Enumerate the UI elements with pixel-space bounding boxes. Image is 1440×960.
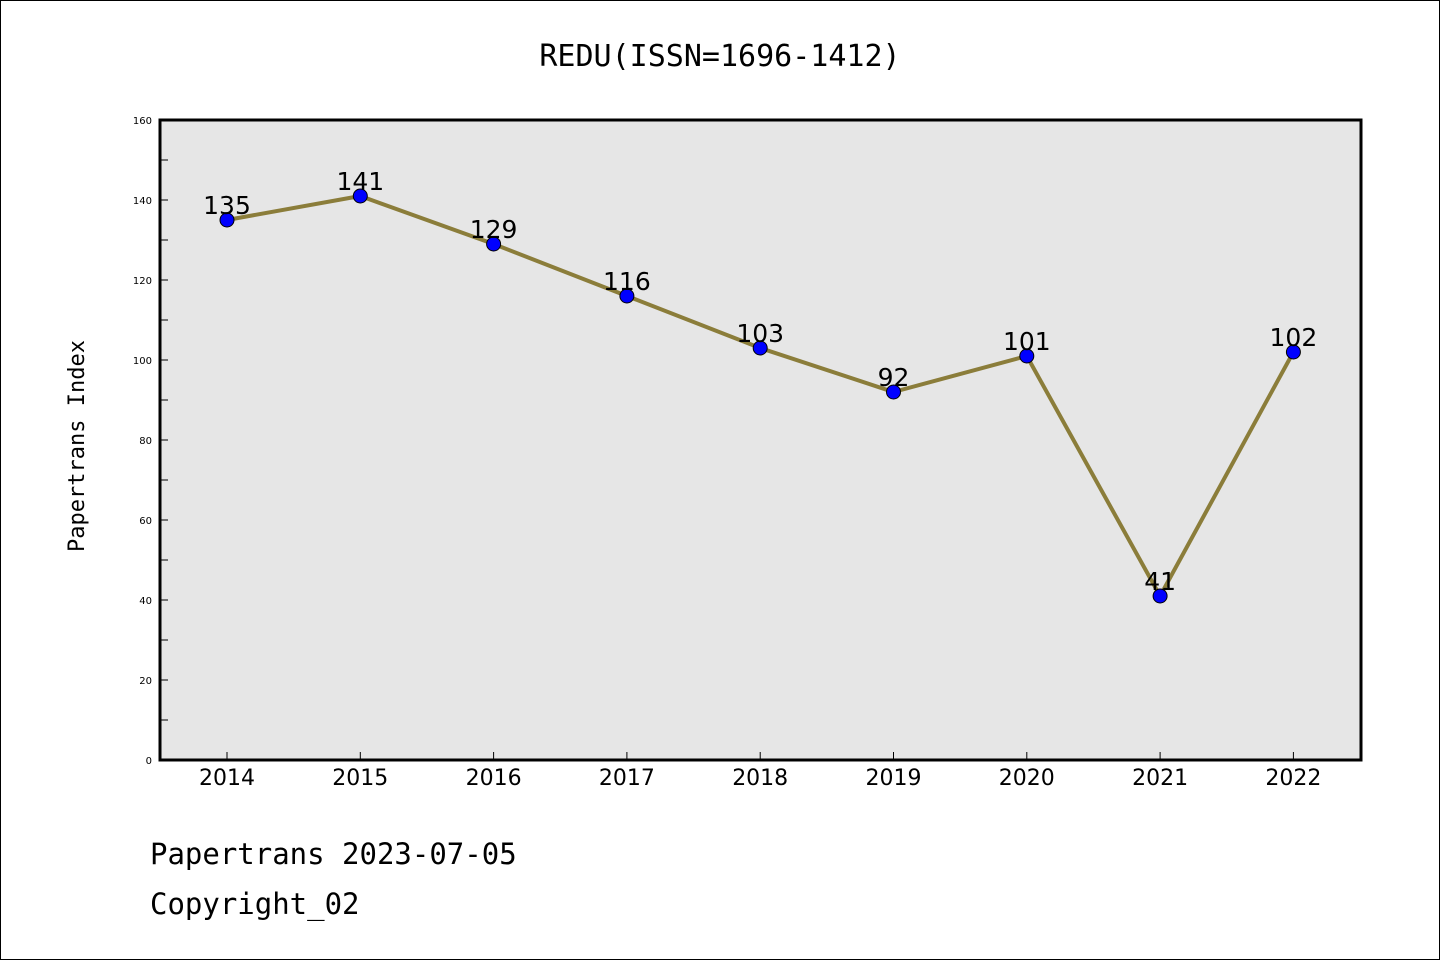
data-label: 141: [336, 167, 384, 196]
x-tick-label: 2014: [199, 766, 255, 791]
y-tick-label: 100: [133, 356, 152, 367]
y-axis-label: Papertrans Index: [65, 340, 90, 552]
footer-copyright: Copyright_02: [150, 887, 360, 922]
data-label-layer: 135 141 129 116 103 92 101 41 102: [203, 167, 1317, 596]
data-point: [1285, 344, 1301, 360]
y-tick-label: 40: [139, 596, 152, 607]
y-tick-label: 140: [133, 196, 152, 207]
y-tick-label: 20: [139, 676, 152, 687]
x-tick-label: 2019: [866, 766, 922, 791]
data-point: [352, 188, 368, 204]
x-tick-label: 2018: [732, 766, 788, 791]
data-point: [752, 340, 768, 356]
data-point: [619, 288, 635, 304]
data-point: [1152, 588, 1168, 604]
data-label: 116: [603, 267, 651, 296]
data-label: 129: [470, 215, 518, 244]
data-label: 102: [1270, 323, 1318, 352]
series-layer: [219, 188, 1301, 604]
x-tick-label: 2020: [999, 766, 1055, 791]
x-tick-label: 2017: [599, 766, 655, 791]
x-axis: 2014 2015 2016 2017 2018 2019 2020 2021 2022: [199, 752, 1321, 791]
plot-area: [160, 120, 1361, 760]
footer-date: Papertrans 2023-07-05: [150, 837, 517, 871]
data-point: [486, 236, 502, 252]
data-label: 103: [736, 319, 784, 348]
y-tick-label: 0: [146, 756, 152, 767]
y-tick-label: 60: [139, 516, 152, 527]
data-label: 101: [1003, 327, 1051, 356]
data-point: [886, 384, 901, 400]
data-label: 41: [1144, 567, 1176, 596]
data-label: 92: [878, 363, 910, 392]
data-point: [1019, 348, 1035, 364]
x-tick-label: 2022: [1265, 766, 1321, 791]
y-axis: 0 20 40 60 80 100 120 140 160: [133, 116, 168, 767]
y-tick-label: 120: [133, 276, 152, 287]
y-tick-label: 80: [139, 436, 152, 447]
x-tick-label: 2021: [1132, 766, 1188, 791]
data-label: 135: [203, 191, 251, 220]
data-point: [219, 212, 235, 228]
chart-title: REDU(ISSN=1696-1412): [539, 39, 900, 74]
y-tick-label: 160: [133, 116, 152, 127]
x-tick-label: 2016: [466, 766, 522, 791]
x-tick-label: 2015: [332, 766, 388, 791]
plot-border: [158, 118, 1363, 762]
